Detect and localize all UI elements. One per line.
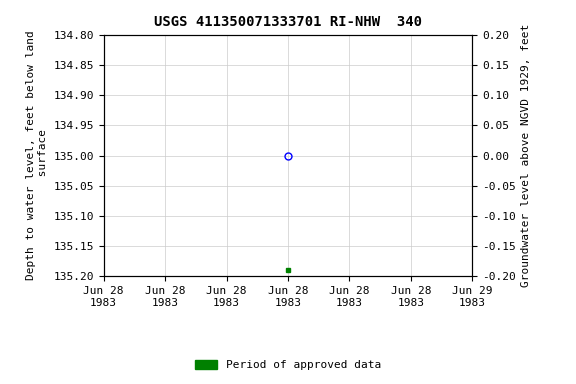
Legend: Period of approved data: Period of approved data xyxy=(191,356,385,375)
Title: USGS 411350071333701 RI-NHW  340: USGS 411350071333701 RI-NHW 340 xyxy=(154,15,422,29)
Y-axis label: Depth to water level, feet below land
 surface: Depth to water level, feet below land su… xyxy=(26,31,48,280)
Y-axis label: Groundwater level above NGVD 1929, feet: Groundwater level above NGVD 1929, feet xyxy=(521,24,531,287)
